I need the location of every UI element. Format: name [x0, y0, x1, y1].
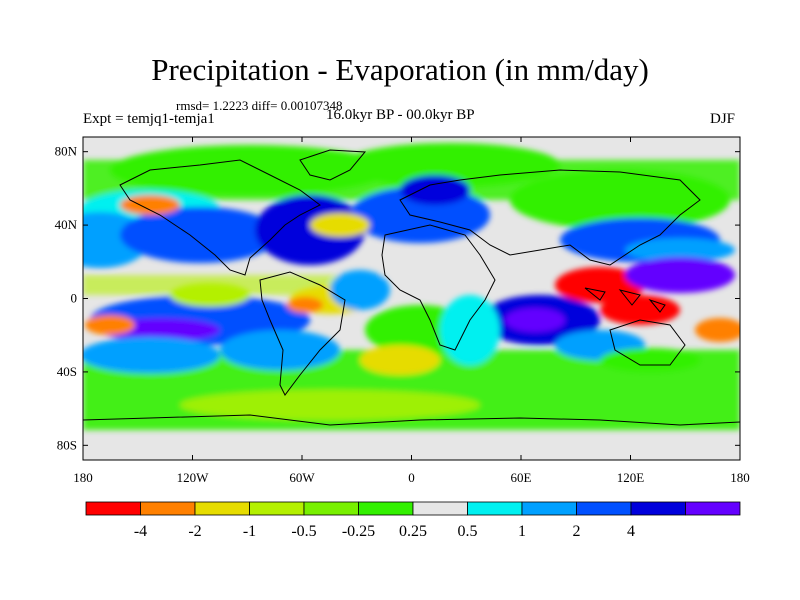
lon-tick-label: 60E: [511, 470, 532, 485]
colorbar-label: -0.5: [291, 523, 316, 540]
lat-tick-label: 0: [71, 291, 78, 306]
colorbar-label: 0.25: [399, 523, 427, 540]
lon-tick-label: 120E: [617, 470, 645, 485]
colorbar-swatch: [194, 501, 250, 516]
colorbar-swatch: [358, 501, 414, 516]
north-america-coast: [119, 159, 321, 276]
colorbar-swatch: [303, 501, 359, 516]
colorbar-label: 4: [627, 523, 635, 540]
colorbar-label: -4: [134, 523, 147, 540]
australia-coast: [609, 319, 686, 366]
antarctica-coast: [83, 414, 740, 426]
lat-tick-label: 40N: [55, 217, 78, 232]
colorbar-label: -1: [243, 523, 256, 540]
lat-tick-label: 80S: [57, 437, 77, 452]
map-field: [83, 137, 740, 460]
colorbar-label: -0.25: [342, 523, 375, 540]
colorbar: -4 -2 -1 -0.5 -0.25 0.25 0.5 1 2 4: [85, 501, 741, 540]
colorbar-label: 0.5: [458, 523, 478, 540]
map-title: Precipitation - Evaporation (in mm/day): [151, 52, 649, 87]
maritime-continent-coast: [584, 287, 666, 313]
period-label: 16.0kyr BP - 00.0kyr BP: [326, 107, 475, 123]
colorbar-swatch: [85, 501, 141, 516]
stats-label: rmsd= 1.2223 diff= 0.00107348: [176, 98, 343, 113]
africa-coast: [381, 224, 496, 351]
colorbar-label: 1: [518, 523, 526, 540]
lat-tick-label: 40S: [57, 364, 77, 379]
lon-tick-label: 180: [73, 470, 93, 485]
colorbar-label: -2: [188, 523, 201, 540]
colorbar-swatch: [412, 501, 468, 516]
coastlines: [83, 149, 740, 426]
season-label: DJF: [710, 111, 736, 127]
colorbar-swatch: [249, 501, 305, 516]
latitude-axis: 80N 40N 0 40S 80S: [55, 144, 740, 452]
south-america-coast: [259, 271, 346, 396]
colorbar-swatch: [630, 501, 686, 516]
longitude-axis: 180 120W 60W 0 60E 120E 180: [73, 137, 750, 485]
eurasia-coast: [399, 169, 701, 266]
colorbar-swatch: [685, 501, 741, 516]
lon-tick-label: 0: [408, 470, 415, 485]
colorbar-swatch: [467, 501, 523, 516]
colorbar-swatch: [140, 501, 196, 516]
lon-tick-label: 180: [730, 470, 750, 485]
lon-tick-label: 120W: [177, 470, 210, 485]
lat-tick-label: 80N: [55, 144, 78, 159]
experiment-label: Expt = temjq1-temja1: [83, 111, 215, 127]
greenland-coast: [299, 149, 367, 181]
colorbar-swatch: [521, 501, 577, 516]
lon-tick-label: 60W: [289, 470, 315, 485]
colorbar-swatch: [576, 501, 632, 516]
colorbar-label: 2: [573, 523, 581, 540]
